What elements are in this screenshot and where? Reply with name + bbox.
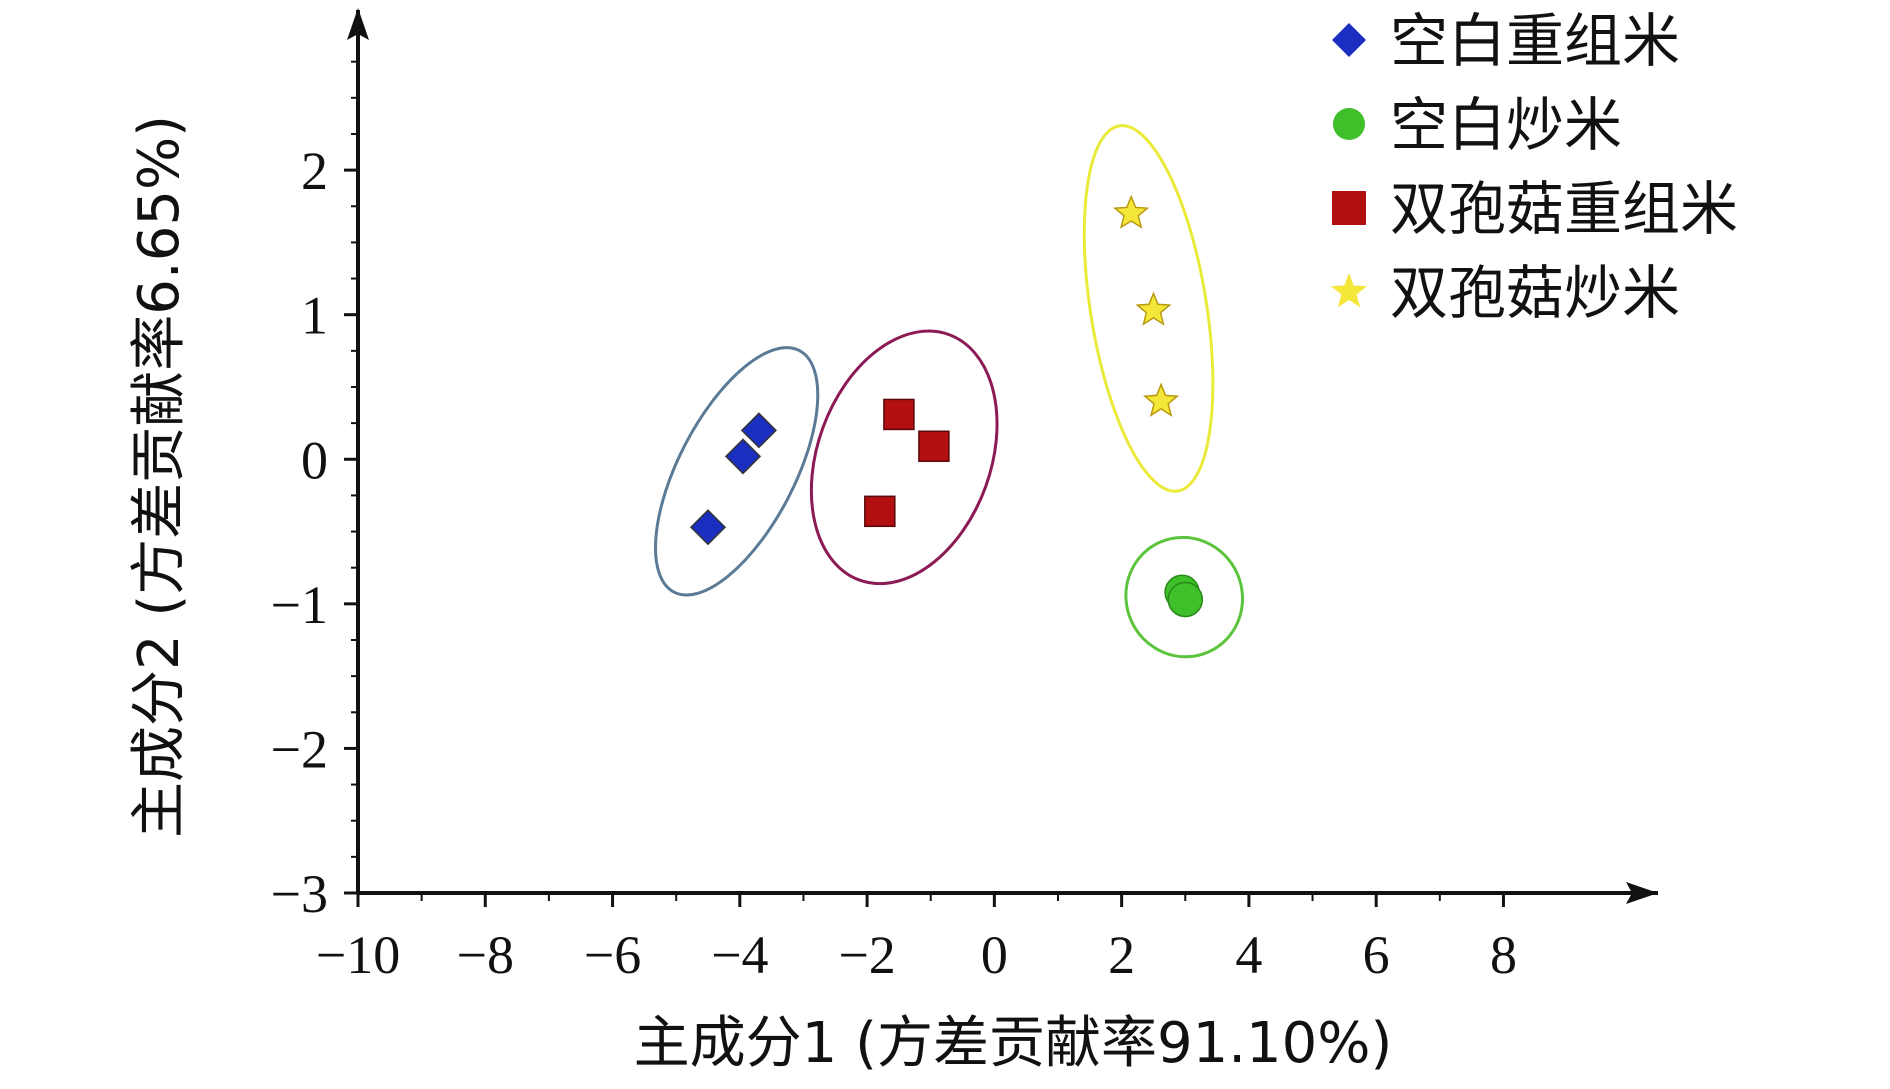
x-tick-label: −8 bbox=[457, 925, 514, 985]
x-tick-label: −2 bbox=[838, 925, 895, 985]
legend-marker bbox=[1330, 273, 1368, 308]
y-axis-title: 主成分2 (方差贡献率6.65%) bbox=[127, 115, 192, 838]
legend-marker bbox=[1332, 191, 1366, 225]
x-axis-title: 主成分1 (方差贡献率91.10%) bbox=[634, 1011, 1393, 1076]
data-point bbox=[1167, 581, 1204, 618]
x-ticks: −10 −8 −6 −4 −2 0 2 4 6 8 bbox=[316, 893, 1517, 985]
data-point bbox=[689, 509, 727, 546]
legend-marker bbox=[1332, 23, 1366, 57]
y-tick-label: −2 bbox=[271, 719, 328, 779]
y-tick-label: 1 bbox=[301, 286, 328, 346]
data-point bbox=[740, 412, 777, 449]
cluster-ellipses bbox=[654, 124, 1245, 659]
cluster-ellipse bbox=[1082, 124, 1215, 493]
axes bbox=[347, 8, 1658, 904]
legend-label: 双孢菇重组米 bbox=[1390, 175, 1738, 243]
cluster-ellipse bbox=[809, 329, 999, 586]
y-axis-arrow bbox=[347, 8, 369, 40]
x-tick-label: −10 bbox=[316, 925, 400, 985]
x-tick-label: −4 bbox=[711, 925, 768, 985]
cluster-ellipse bbox=[1124, 535, 1245, 659]
y-tick-label: −3 bbox=[271, 864, 328, 924]
x-tick-label: 4 bbox=[1235, 925, 1262, 985]
x-tick-label: 6 bbox=[1363, 925, 1390, 985]
data-point bbox=[1142, 382, 1180, 417]
y-tick-label: 0 bbox=[301, 430, 328, 490]
data-points bbox=[689, 194, 1204, 618]
y-tick-label: −1 bbox=[271, 575, 328, 635]
data-point bbox=[918, 430, 950, 463]
data-point bbox=[1135, 291, 1172, 326]
x-axis-arrow bbox=[1626, 882, 1658, 904]
legend-label: 空白重组米 bbox=[1390, 7, 1680, 75]
y-ticks: −3 −2 −1 0 1 2 bbox=[271, 60, 358, 924]
data-point bbox=[883, 398, 915, 431]
x-tick-label: 8 bbox=[1490, 925, 1517, 985]
cluster-ellipse bbox=[654, 346, 820, 597]
x-tick-label: 0 bbox=[981, 925, 1008, 985]
x-tick-label: −6 bbox=[584, 925, 641, 985]
data-point bbox=[1113, 194, 1150, 229]
data-point bbox=[864, 495, 896, 528]
y-tick-label: 2 bbox=[301, 141, 328, 201]
legend-label: 空白炒米 bbox=[1390, 91, 1622, 159]
legend-label: 双孢菇炒米 bbox=[1390, 259, 1680, 327]
legend-marker bbox=[1333, 108, 1365, 140]
x-tick-label: 2 bbox=[1108, 925, 1135, 985]
data-point bbox=[724, 438, 762, 475]
